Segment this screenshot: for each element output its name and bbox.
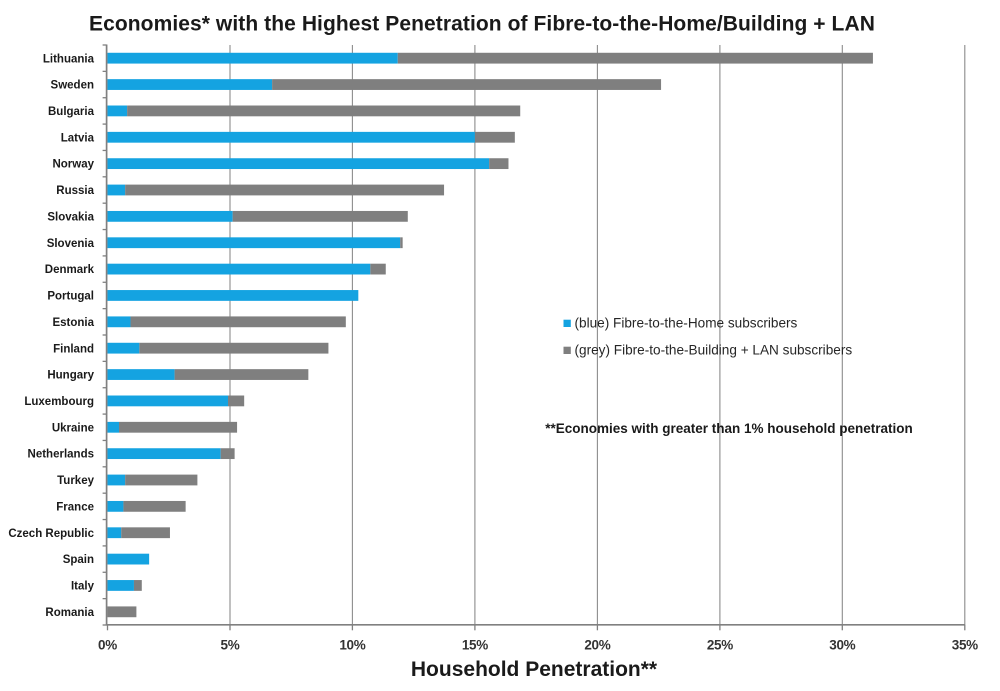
svg-text:Netherlands: Netherlands xyxy=(28,449,94,461)
svg-text:France: France xyxy=(56,501,94,513)
svg-text:Slovenia: Slovenia xyxy=(47,238,95,250)
svg-text:0%: 0% xyxy=(98,638,117,653)
svg-text:Norway: Norway xyxy=(52,159,94,171)
svg-text:15%: 15% xyxy=(462,638,488,653)
svg-text:Finland: Finland xyxy=(53,343,94,355)
svg-text:Slovakia: Slovakia xyxy=(47,211,94,223)
svg-text:Portugal: Portugal xyxy=(47,291,94,303)
svg-text:10%: 10% xyxy=(339,638,365,653)
svg-text:Denmark: Denmark xyxy=(45,264,95,276)
svg-text:35%: 35% xyxy=(952,638,978,653)
svg-text:Ukraine: Ukraine xyxy=(52,422,94,434)
svg-text:Lithuania: Lithuania xyxy=(43,53,95,65)
svg-text:Spain: Spain xyxy=(63,554,94,566)
svg-text:Russia: Russia xyxy=(56,185,94,197)
svg-text:25%: 25% xyxy=(707,638,733,653)
svg-text:Turkey: Turkey xyxy=(57,475,94,487)
svg-text:Household Penetration**: Household Penetration** xyxy=(411,658,658,681)
svg-text:30%: 30% xyxy=(829,638,855,653)
svg-text:(grey) Fibre-to-the-Building +: (grey) Fibre-to-the-Building + LAN subsc… xyxy=(575,343,853,358)
svg-text:20%: 20% xyxy=(584,638,610,653)
svg-text:(blue) Fibre-to-the-Home subsc: (blue) Fibre-to-the-Home subscribers xyxy=(575,316,798,331)
svg-text:**Economies with greater than: **Economies with greater than 1% househo… xyxy=(545,421,913,436)
svg-text:5%: 5% xyxy=(221,638,240,653)
svg-text:Romania: Romania xyxy=(45,607,94,619)
svg-text:Czech Republic: Czech Republic xyxy=(8,528,94,540)
svg-text:Italy: Italy xyxy=(71,581,95,593)
svg-text:Latvia: Latvia xyxy=(61,132,95,144)
svg-text:Estonia: Estonia xyxy=(52,317,94,329)
svg-text:Sweden: Sweden xyxy=(51,80,94,92)
svg-text:Economies* with the Highest Pe: Economies* with the Highest Penetration … xyxy=(89,13,875,36)
svg-text:Luxembourg: Luxembourg xyxy=(24,396,94,408)
svg-text:Bulgaria: Bulgaria xyxy=(48,106,95,118)
svg-text:Hungary: Hungary xyxy=(47,370,94,382)
